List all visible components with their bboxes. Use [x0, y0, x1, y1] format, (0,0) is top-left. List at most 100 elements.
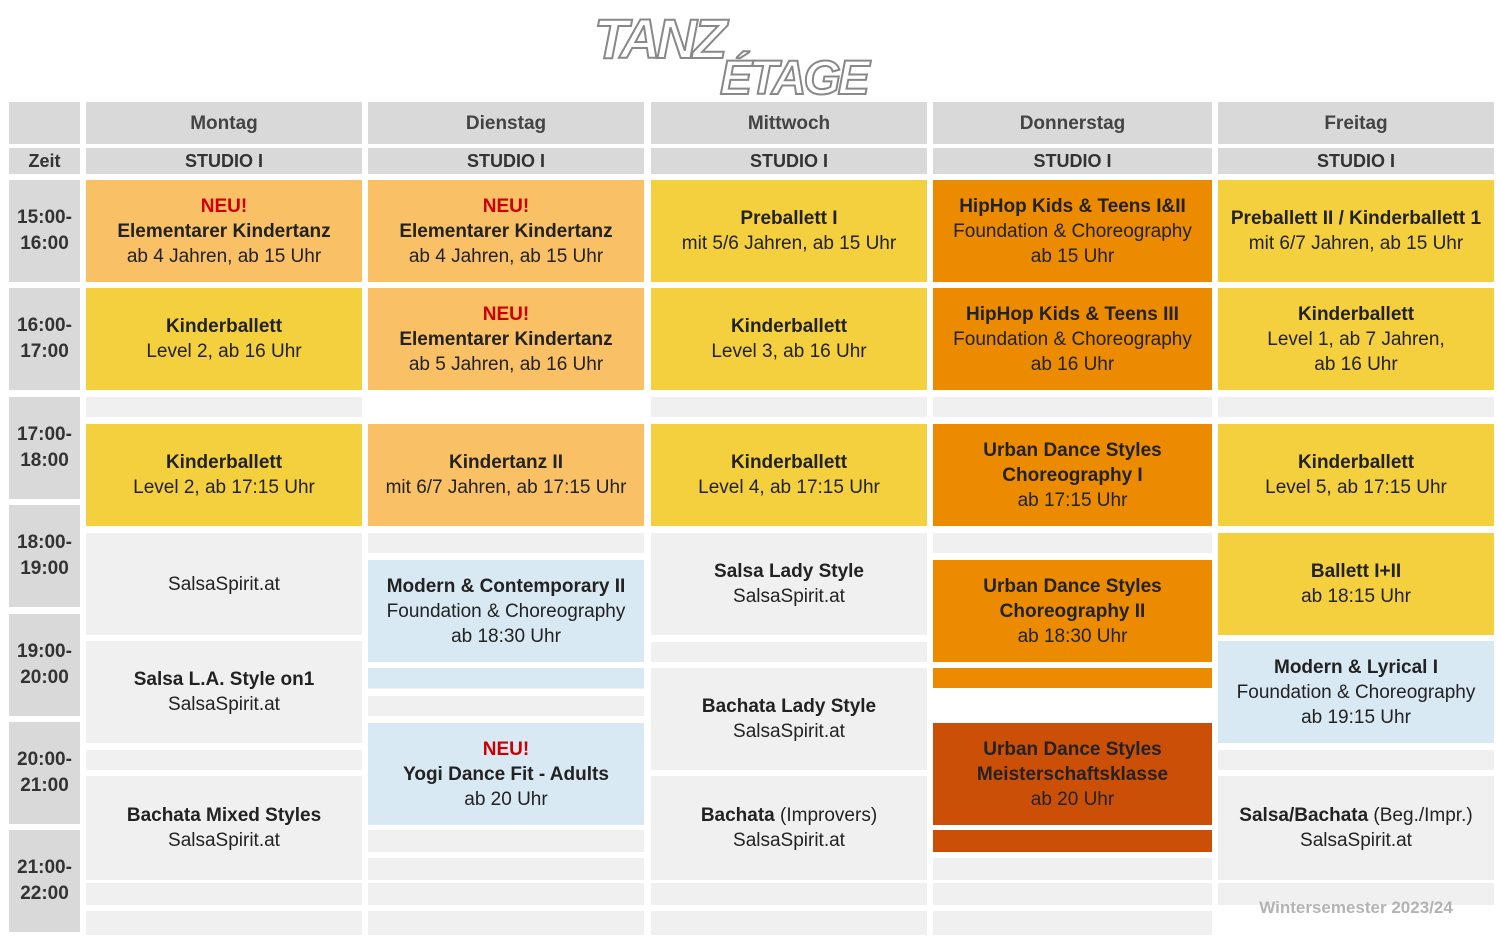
- day-header-dienstag: Dienstag: [368, 102, 644, 144]
- class-block-donnerstag[interactable]: Urban Dance Styles Meisterschaftsklasse ab…: [933, 723, 1212, 825]
- class-block-dienstag[interactable]: Modern & Contemporary II Foundation & Cho…: [368, 560, 644, 662]
- class-detail: ab 15 Uhr: [1030, 245, 1115, 267]
- new-badge: NEU!: [482, 195, 530, 217]
- class-block-dienstag[interactable]: Kindertanz II mit 6/7 Jahren, ab 17:15 Uh…: [368, 424, 644, 526]
- logo-line1: TANZ: [594, 7, 729, 70]
- class-detail: Level 1, ab 7 Jahren,: [1267, 328, 1445, 350]
- class-block-freitag[interactable]: Ballett I+II ab 18:15 Uhr: [1218, 533, 1494, 635]
- class-detail: Foundation & Choreography: [953, 220, 1192, 242]
- time-slot: 17:00- 18:00: [9, 397, 80, 499]
- empty-slot: [368, 858, 644, 880]
- class-title-text: Kinderballett: [730, 316, 848, 337]
- studio-label-freitag: STUDIO I: [1218, 148, 1494, 174]
- class-title: Urban Dance Styles: [983, 574, 1161, 599]
- zeit-label: Zeit: [9, 148, 80, 174]
- class-block-freitag[interactable]: Kinderballett Level 1, ab 7 Jahren, ab 16 …: [1218, 288, 1494, 390]
- class-title: Modern & Lyrical I: [1274, 655, 1438, 680]
- class-title: Ballett I+II: [1311, 559, 1401, 584]
- class-block-freitag[interactable]: Preballett II / Kinderballett 1 mit 6/7 J…: [1218, 180, 1494, 282]
- class-block-mittwoch[interactable]: Kinderballett Level 3, ab 16 Uhr: [651, 288, 927, 390]
- class-detail: ab 16 Uhr: [1314, 353, 1398, 375]
- class-title-line2: Meisterschaftsklasse: [976, 763, 1169, 785]
- class-title-text: Elementarer Kindertanz: [399, 220, 613, 242]
- class-block-donnerstag[interactable]: Urban Dance Styles Choreography II ab 18:3…: [933, 560, 1212, 662]
- class-title-text: Salsa/Bachata: [1239, 805, 1369, 826]
- class-title-text: Yogi Dance Fit - Adults: [403, 763, 609, 785]
- class-block-mittwoch[interactable]: Bachata (Improvers) SalsaSpirit.at: [651, 776, 927, 880]
- class-block-dienstag[interactable]: NEU! Elementarer Kindertanz ab 4 Jahren, a…: [368, 180, 644, 282]
- class-detail: ab 17:15 Uhr: [1017, 489, 1128, 511]
- logo: TANZ ÉTAGE: [590, 6, 900, 106]
- empty-slot: [1218, 750, 1494, 770]
- class-detail: mit 6/7 Jahren, ab 15 Uhr: [1248, 233, 1464, 254]
- empty-slot: [368, 883, 644, 905]
- class-block-montag[interactable]: SalsaSpirit.at: [86, 533, 362, 635]
- class-title: Salsa/Bachata (Beg./Impr.): [1239, 803, 1472, 828]
- class-title: HipHop Kids & Teens III: [966, 302, 1179, 327]
- class-title: Kinderballett: [731, 450, 847, 475]
- empty-slot: [933, 883, 1212, 905]
- class-detail: ab 20 Uhr: [1030, 788, 1115, 810]
- class-block-freitag[interactable]: Salsa/Bachata (Beg./Impr.) SalsaSpirit.at: [1218, 776, 1494, 880]
- class-title: Yogi Dance Fit - Adults: [403, 762, 609, 787]
- class-title-text: Preballett II / Kinderballett 1: [1230, 208, 1482, 229]
- class-block-freitag[interactable]: Modern & Lyrical I Foundation & Choreogra…: [1218, 641, 1494, 743]
- class-continuation-strip: [933, 668, 1212, 688]
- class-block-donnerstag[interactable]: HipHop Kids & Teens I&II Foundation & Cho…: [933, 180, 1212, 282]
- empty-slot: [368, 911, 644, 935]
- class-title: Salsa Lady Style: [714, 559, 864, 584]
- class-title: Bachata (Improvers): [701, 803, 877, 828]
- class-detail: ab 4 Jahren, ab 15 Uhr: [408, 245, 604, 267]
- class-title: Kinderballett: [1298, 450, 1414, 475]
- time-slot: 21:00- 22:00: [9, 830, 80, 932]
- class-detail: SalsaSpirit.at: [168, 830, 280, 851]
- class-block-donnerstag[interactable]: Urban Dance Styles Choreography I ab 17:15…: [933, 424, 1212, 526]
- new-badge: NEU!: [200, 195, 248, 217]
- corner-cell: [9, 102, 80, 144]
- class-title: Kinderballett: [166, 450, 282, 475]
- new-badge: NEU!: [482, 738, 530, 760]
- class-block-mittwoch[interactable]: Kinderballett Level 4, ab 17:15 Uhr: [651, 424, 927, 526]
- class-block-montag[interactable]: NEU! Elementarer Kindertanz ab 4 Jahren, a…: [86, 180, 362, 282]
- class-block-mittwoch[interactable]: Salsa Lady Style SalsaSpirit.at: [651, 533, 927, 635]
- class-detail: Level 5, ab 17:15 Uhr: [1265, 477, 1447, 498]
- time-slot: 16:00- 17:00: [9, 288, 80, 390]
- class-detail: SalsaSpirit.at: [168, 694, 280, 715]
- empty-slot: [86, 750, 362, 770]
- class-title-text: Modern & Lyrical I: [1274, 656, 1438, 678]
- class-title-text: Kinderballett: [165, 316, 283, 337]
- class-detail: ab 18:30 Uhr: [451, 625, 561, 647]
- empty-slot: [1218, 883, 1494, 905]
- studio-label-donnerstag: STUDIO I: [933, 148, 1212, 174]
- class-title: Salsa L.A. Style on1: [134, 667, 315, 692]
- semester-label: Wintersemester 2023/24: [1259, 898, 1453, 917]
- class-title-text: Preballett I: [740, 208, 838, 229]
- class-detail: Foundation & Choreography: [1236, 681, 1476, 703]
- studio-label-montag: STUDIO I: [86, 148, 362, 174]
- class-continuation-strip: [933, 830, 1212, 852]
- class-title: Modern & Contemporary II: [387, 574, 626, 599]
- class-detail: ab 18:30 Uhr: [1017, 625, 1128, 647]
- class-detail: ab 4 Jahren, ab 15 Uhr: [126, 245, 322, 267]
- class-block-mittwoch[interactable]: Bachata Lady Style SalsaSpirit.at: [651, 668, 927, 770]
- class-title-text: Elementarer Kindertanz: [399, 328, 613, 350]
- day-header-montag: Montag: [86, 102, 362, 144]
- time-slot: 20:00- 21:00: [9, 722, 80, 824]
- class-block-montag[interactable]: Bachata Mixed Styles SalsaSpirit.at: [86, 776, 362, 880]
- class-detail: SalsaSpirit.at: [733, 830, 845, 851]
- class-block-dienstag[interactable]: NEU! Elementarer Kindertanz ab 5 Jahren, a…: [368, 288, 644, 390]
- time-slot: 18:00- 19:00: [9, 505, 80, 607]
- empty-slot: [368, 696, 644, 716]
- class-block-freitag[interactable]: Kinderballett Level 5, ab 17:15 Uhr: [1218, 424, 1494, 526]
- class-block-donnerstag[interactable]: HipHop Kids & Teens III Foundation & Chor…: [933, 288, 1212, 390]
- class-block-dienstag[interactable]: NEU! Yogi Dance Fit - Adults ab 20 Uhr: [368, 723, 644, 825]
- class-title-line2: Choreography I: [1002, 464, 1143, 486]
- day-header-mittwoch: Mittwoch: [651, 102, 927, 144]
- class-block-mittwoch[interactable]: Preballett I mit 5/6 Jahren, ab 15 Uhr: [651, 180, 927, 282]
- class-block-montag[interactable]: Kinderballett Level 2, ab 16 Uhr: [86, 288, 362, 390]
- class-title-text: Urban Dance Styles: [983, 575, 1162, 597]
- class-block-montag[interactable]: Kinderballett Level 2, ab 17:15 Uhr: [86, 424, 362, 526]
- empty-slot: [933, 858, 1212, 880]
- class-block-montag[interactable]: Salsa L.A. Style on1 SalsaSpirit.at: [86, 641, 362, 743]
- empty-slot: [1218, 397, 1494, 417]
